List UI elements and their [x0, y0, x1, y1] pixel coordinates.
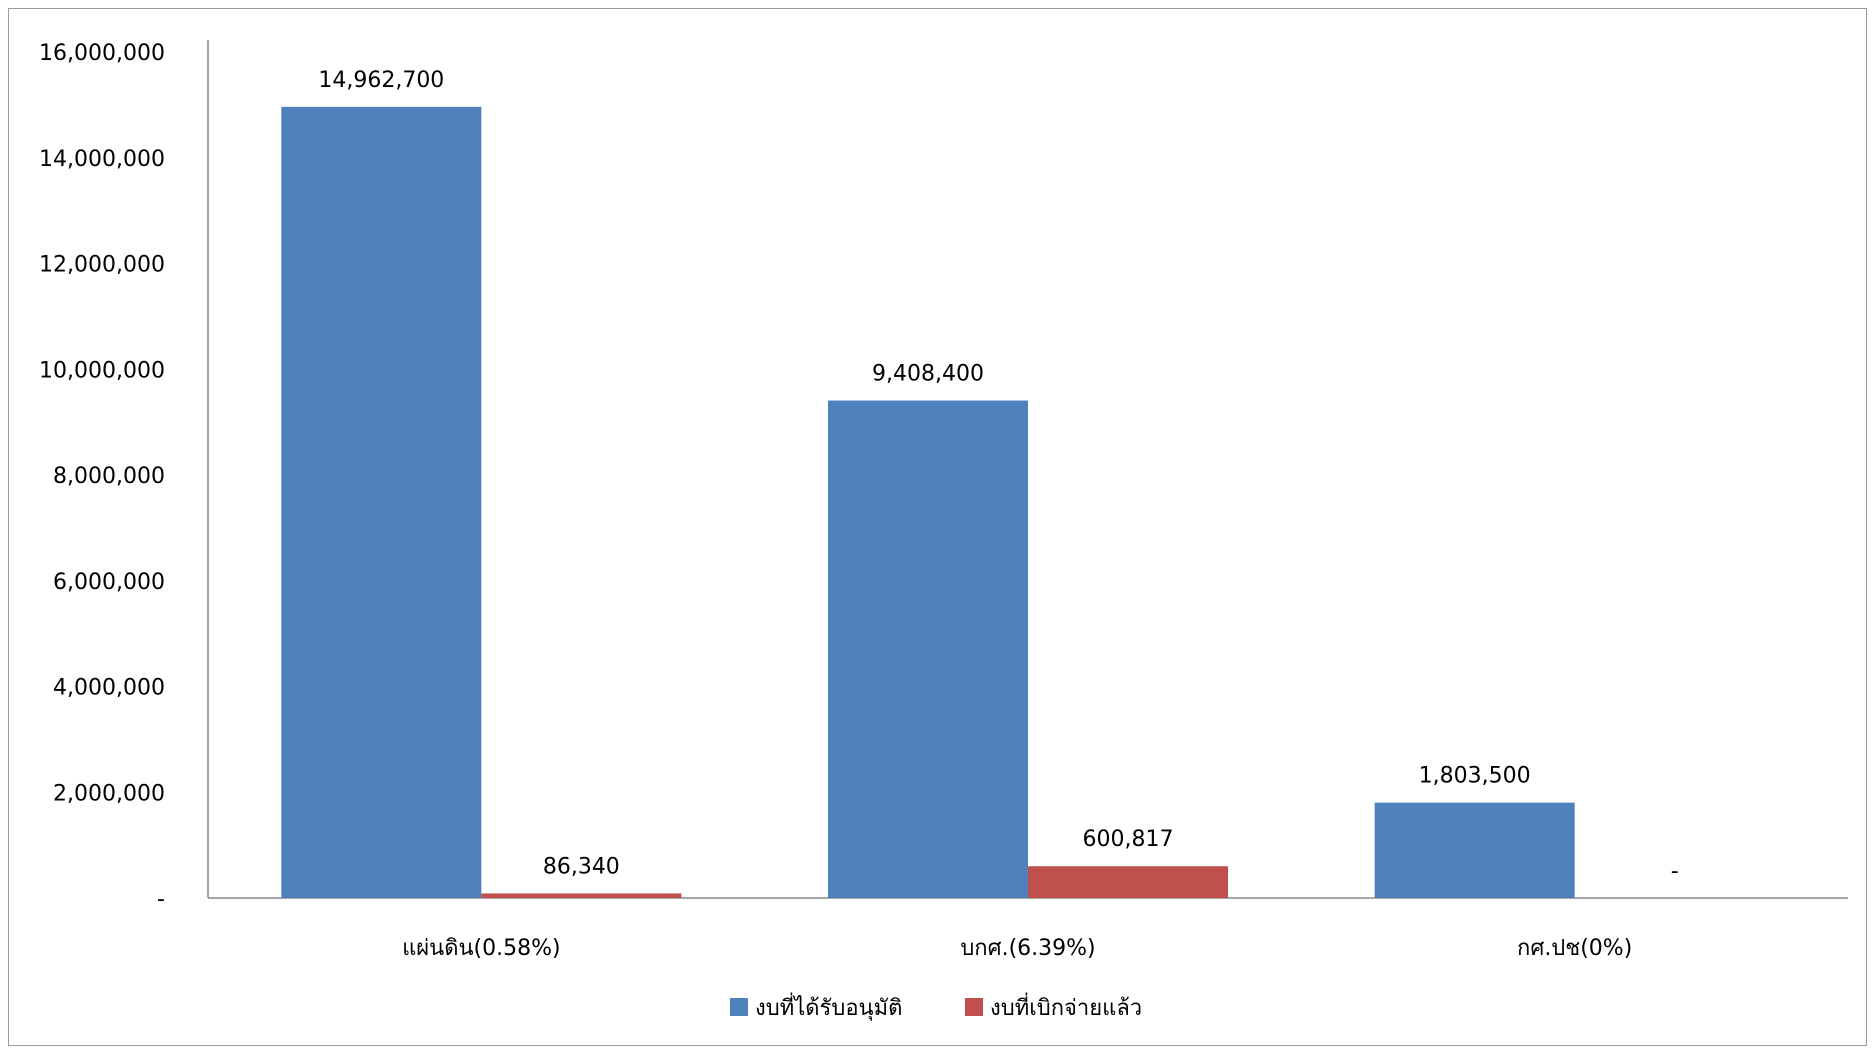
y-tick-label: 6,000,000 [53, 570, 165, 595]
legend-swatch [965, 998, 983, 1016]
legend-swatch [730, 998, 748, 1016]
bar [481, 893, 682, 898]
x-tick-label: แผ่นดิน(0.58%) [402, 936, 561, 961]
y-tick-label: - [157, 887, 165, 912]
y-tick-label: 4,000,000 [53, 676, 165, 701]
data-label: 600,817 [1083, 827, 1174, 852]
data-label: 9,408,400 [872, 362, 984, 387]
bar [281, 106, 482, 899]
data-label: - [1671, 859, 1679, 884]
x-tick-label: บกศ.(6.39%) [960, 936, 1095, 961]
y-tick-label: 2,000,000 [53, 781, 165, 806]
x-tick-label: กศ.ปช(0%) [1517, 936, 1632, 961]
bar [1374, 802, 1575, 898]
bar [828, 400, 1028, 898]
y-tick-label: 16,000,000 [39, 41, 165, 66]
y-tick-label: 8,000,000 [53, 464, 165, 489]
y-tick-label: 10,000,000 [39, 358, 165, 383]
y-tick-label: 12,000,000 [39, 253, 165, 278]
data-label: 86,340 [543, 854, 620, 879]
bar [1028, 866, 1228, 898]
y-tick-label: 14,000,000 [39, 147, 165, 172]
data-label: 1,803,500 [1419, 764, 1531, 789]
legend-label: งบที่เบิกจ่ายแล้ว [990, 992, 1142, 1021]
legend-label: งบที่ได้รับอนุมัติ [755, 992, 902, 1021]
data-label: 14,962,700 [318, 68, 444, 93]
